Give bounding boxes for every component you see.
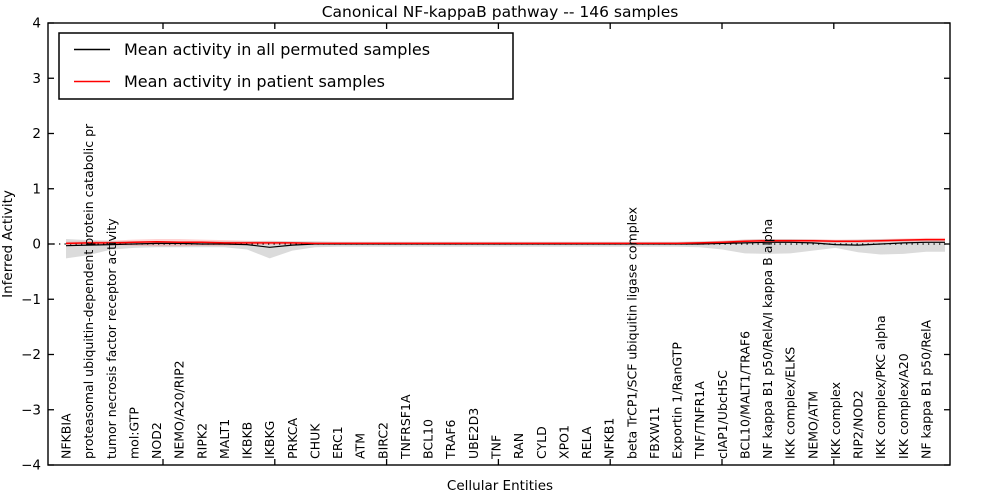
x-category-label: FBXW11	[647, 406, 662, 459]
x-axis-label: Cellular Entities	[447, 478, 553, 494]
y-tick-label: −3	[21, 402, 41, 418]
x-category-label: MALT1	[217, 419, 232, 459]
y-tick-label: 0	[32, 237, 41, 253]
x-category-label: NEMO/A20/RIP2	[172, 360, 187, 459]
patient-mean-line	[65, 238, 945, 245]
x-category-label: proteasomal ubiquitin-dependent protein …	[81, 123, 96, 459]
x-category-label: mol:GTP	[126, 407, 141, 459]
y-tick-label: 4	[32, 16, 41, 32]
y-axis-label: Inferred Activity	[0, 190, 16, 298]
x-category-label: NFKBIA	[59, 413, 74, 459]
y-tick-label: 1	[32, 181, 41, 197]
x-category-label: TNFRSF1A	[398, 394, 413, 460]
y-tick-label: 2	[32, 126, 41, 142]
legend-label-patient: Mean activity in patient samples	[124, 72, 385, 91]
x-category-label: IKK complex	[828, 382, 843, 459]
y-tick-label: 3	[32, 71, 41, 87]
x-category-label: RIPK2	[194, 423, 209, 459]
x-category-label: beta TrCP1/SCF ubiquitin ligase complex	[624, 207, 639, 459]
x-category-label: CHUK	[307, 423, 322, 459]
x-category-label: IKK complex/PKC alpha	[873, 315, 888, 459]
x-category-label: cIAP1/UbcH5C	[715, 370, 730, 459]
x-category-label: RAN	[511, 433, 526, 459]
x-category-label: Exportin 1/RanGTP	[670, 342, 685, 459]
x-category-label: NF kappa B1 p50/RelA	[919, 319, 934, 459]
x-category-label: IKK complex/ELKS	[783, 347, 798, 459]
x-category-label: IKBKB	[240, 422, 255, 459]
y-tick-label: −2	[21, 347, 41, 363]
legend-box	[58, 32, 514, 100]
x-category-label: NOD2	[149, 422, 164, 459]
x-category-label: TNF/TNFR1A	[692, 381, 707, 460]
x-category-labels-layer: NFKBIA proteasomal ubiquitin-dependent pr…	[59, 123, 934, 460]
x-category-label: ATM	[353, 433, 368, 459]
x-category-label: RIP2/NOD2	[851, 390, 866, 459]
legend-label-permuted: Mean activity in all permuted samples	[124, 40, 430, 59]
x-category-label: tumor necrosis factor receptor activity	[104, 218, 119, 459]
x-category-label: BCL10	[421, 419, 436, 459]
x-category-label: IKBKG	[262, 421, 277, 459]
y-tick-label: −1	[21, 292, 41, 308]
series-lines-layer	[65, 238, 945, 248]
x-category-label: XPO1	[556, 425, 571, 459]
chart-title: Canonical NF-kappaB pathway -- 146 sampl…	[322, 3, 679, 21]
x-category-label: BIRC2	[375, 422, 390, 459]
x-category-label: TRAF6	[443, 419, 458, 460]
x-category-label: NEMO/ATM	[805, 391, 820, 459]
axes-layer: 4 3 2 1 0 −1 −2 −3 −4	[21, 16, 950, 474]
x-category-label: UBE2D3	[466, 408, 481, 459]
x-category-label: PRKCA	[285, 418, 300, 459]
x-category-label: RELA	[579, 426, 594, 459]
x-category-label: CYLD	[534, 426, 549, 459]
x-category-label: BCL10/MALT1/TRAF6	[737, 331, 752, 459]
x-category-label: ERC1	[330, 426, 345, 459]
x-category-label: NF kappa B1 p50/RelA/I kappa B alpha	[760, 219, 775, 459]
plot-border	[47, 22, 951, 466]
y-tick-label: −4	[21, 458, 41, 474]
x-category-label: IKK complex/A20	[896, 353, 911, 459]
legend: Mean activity in all permuted samples Me…	[58, 32, 514, 100]
x-category-label: TNF	[489, 435, 504, 460]
x-category-label: NFKB1	[602, 418, 617, 459]
